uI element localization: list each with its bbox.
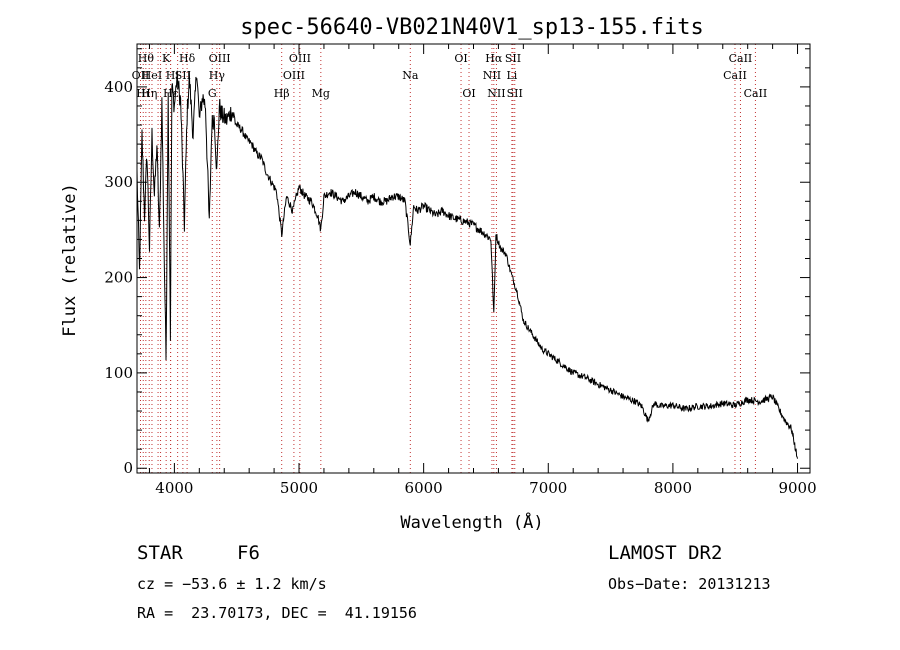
y-axis-ticks: 0 100 200 300 400 — [104, 48, 810, 477]
spectral-line-label: Hγ — [209, 69, 226, 82]
spectral-line-label: H — [166, 69, 176, 82]
spectral-line-label: SII — [505, 52, 521, 65]
x-tick-label: 9000 — [778, 479, 816, 497]
spectral-line-label: NII — [483, 69, 501, 82]
object-subclass: F6 — [237, 542, 260, 564]
x-tick-label: 6000 — [405, 479, 443, 497]
spectral-line-label: NII — [487, 87, 505, 100]
spectral-line-label: OI — [462, 87, 475, 100]
x-tick-label: 4000 — [155, 479, 193, 497]
spectral-line-label: SII — [175, 69, 191, 82]
y-tick-label: 400 — [104, 78, 133, 96]
spectral-line-label: Hδ — [179, 52, 196, 65]
spectral-line-label: Mg — [312, 87, 330, 100]
x-axis-label: Wavelength (Å) — [400, 511, 543, 533]
spectral-line-label: CaII — [744, 87, 768, 100]
y-tick-label: 100 — [104, 364, 133, 382]
spectral-line-markers — [139, 44, 756, 473]
y-tick-label: 300 — [104, 173, 133, 191]
spectral-line-label: OIII — [289, 52, 311, 65]
x-tick-label: 7000 — [529, 479, 567, 497]
object-class: STAR — [137, 542, 183, 564]
coordinates-text: RA = 23.70173, DEC = 41.19156 — [137, 604, 417, 622]
spectral-line-label: SII — [507, 87, 523, 100]
survey-name: LAMOST DR2 — [608, 542, 723, 564]
spectral-line-label: Hα — [485, 52, 503, 65]
spectral-line-label: G — [208, 87, 217, 100]
spectral-line-label: CaII — [723, 69, 747, 82]
spectral-line-label: OIII — [209, 52, 231, 65]
spectral-line-label: Hε — [163, 87, 179, 100]
spectral-line-label: OIII — [283, 69, 305, 82]
spectral-line-label: Na — [402, 69, 419, 82]
redshift-text: cz = −53.6 ± 1.2 km/s — [137, 575, 327, 593]
x-tick-label: 5000 — [280, 479, 318, 497]
spectral-line-label: CaII — [729, 52, 753, 65]
spectral-line-label: OII — [132, 69, 150, 82]
spectral-line-label: K — [162, 52, 171, 65]
y-axis-label: Flux (relative) — [60, 183, 80, 337]
spectral-line-label: Hβ — [274, 87, 290, 100]
spectral-line-label: Li — [506, 69, 517, 82]
spectral-line-label: Hθ — [138, 52, 155, 65]
y-tick-label: 0 — [123, 459, 133, 477]
observation-date: Obs−Date: 20131213 — [608, 575, 771, 593]
spectral-line-label: Hη — [141, 87, 157, 100]
spectral-line-label: OI — [454, 52, 467, 65]
spectral-line-label: Hι — [136, 87, 150, 100]
x-tick-label: 8000 — [654, 479, 692, 497]
y-tick-label: 200 — [104, 269, 133, 287]
chart-title: spec-56640-VB021N40V1_sp13-155.fits — [240, 15, 704, 40]
x-axis-ticks: 4000 5000 6000 7000 8000 9000 — [148, 44, 817, 497]
spectral-line-label: HeI — [142, 69, 162, 82]
spectrum-series-line — [136, 70, 798, 459]
